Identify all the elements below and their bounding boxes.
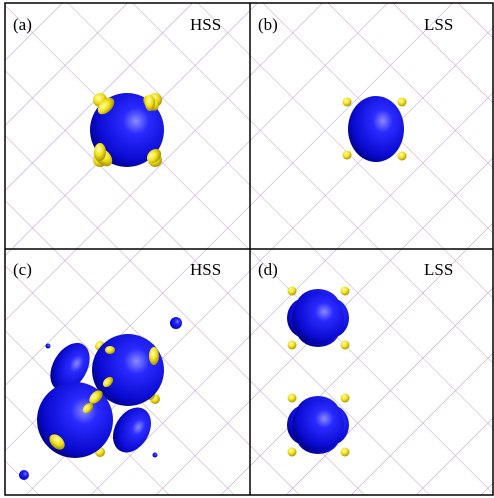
yellow-lobe bbox=[149, 347, 159, 365]
blue-lobe bbox=[170, 317, 182, 329]
panel-label: (c) bbox=[13, 260, 32, 279]
panel-state: HSS bbox=[190, 260, 221, 279]
yellow-lobe bbox=[288, 341, 297, 350]
yellow-lobe bbox=[288, 287, 297, 296]
blue-lobe bbox=[19, 470, 29, 480]
yellow-lobe bbox=[105, 346, 115, 354]
yellow-lobe bbox=[341, 287, 350, 296]
blue-lobe bbox=[348, 96, 404, 162]
yellow-lobe bbox=[341, 341, 350, 350]
blue-lobe bbox=[46, 344, 51, 349]
panel-label: (d) bbox=[258, 260, 278, 279]
yellow-lobe bbox=[343, 98, 352, 107]
panel-state: HSS bbox=[190, 15, 221, 34]
blue-lobe bbox=[292, 292, 344, 344]
yellow-lobe bbox=[398, 98, 407, 107]
panel-state: LSS bbox=[424, 15, 453, 34]
yellow-lobe bbox=[145, 95, 155, 111]
yellow-lobe bbox=[398, 152, 407, 161]
panel-state: LSS bbox=[424, 260, 453, 279]
yellow-lobe bbox=[94, 143, 106, 161]
figure: (a) HSS (b) LSS (c) HSS (d) LSS bbox=[0, 0, 494, 498]
yellow-lobe bbox=[288, 394, 297, 403]
yellow-lobe bbox=[288, 448, 297, 457]
panel-label: (a) bbox=[13, 15, 32, 34]
panel-label: (b) bbox=[258, 15, 278, 34]
blue-lobe bbox=[292, 399, 344, 451]
yellow-lobe bbox=[341, 394, 350, 403]
blue-lobe bbox=[153, 453, 158, 458]
yellow-lobe bbox=[341, 448, 350, 457]
yellow-lobe bbox=[343, 151, 352, 160]
